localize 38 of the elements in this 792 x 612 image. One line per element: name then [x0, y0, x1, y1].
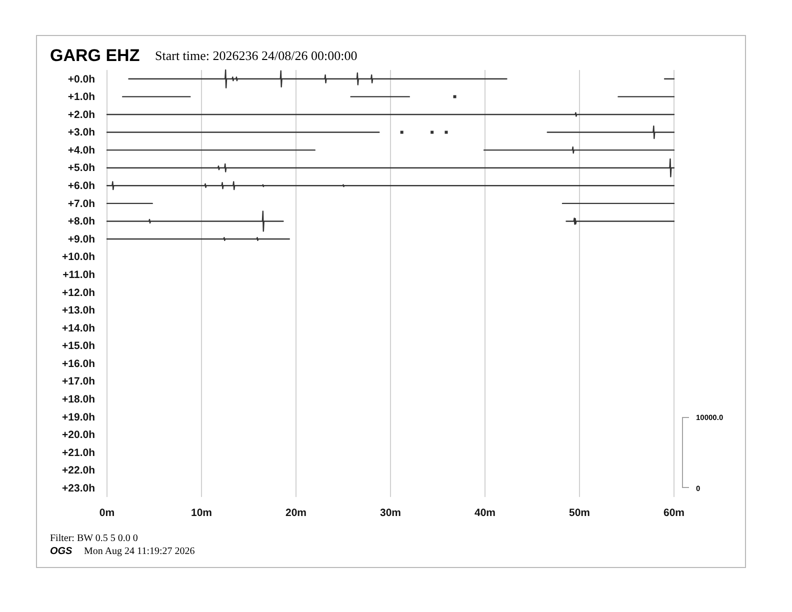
y-tick-label: +9.0h: [68, 233, 95, 246]
y-tick-label: +20.0h: [62, 429, 95, 442]
y-tick-label: +10.0h: [62, 251, 95, 264]
text: Filter: BW 0.5 5 0.0 0: [50, 533, 138, 544]
y-tick-label: +12.0h: [62, 286, 95, 299]
y-tick-label: +6.0h: [68, 180, 95, 192]
y-tick-label: +23.0h: [62, 482, 95, 494]
y-tick-label: +3.0h: [68, 126, 95, 139]
line-series: [106, 181, 675, 190]
y-tick-label: +16.0h: [62, 358, 95, 370]
x-tick-label: 60m: [663, 507, 685, 519]
y-tick-label: +7.0h: [68, 198, 95, 210]
x-tick-label: 50m: [568, 507, 590, 519]
y-tick-label: +17.0h: [62, 376, 95, 388]
y-tick-label: +22.0h: [62, 464, 95, 477]
x-tick-label: 20m: [285, 507, 307, 519]
y-tick-label: +8.0h: [68, 216, 95, 228]
y-tick-label: +13.0h: [62, 304, 95, 317]
y-tick-label: +0.0h: [68, 73, 95, 86]
y-tick-label: +5.0h: [68, 162, 95, 174]
x-tick-label: 40m: [474, 507, 496, 519]
text: OGS: [50, 546, 73, 557]
chart-title: GARG EHZ: [50, 46, 140, 65]
y-tick-label: +2.0h: [68, 108, 95, 121]
y-tick-label: +21.0h: [62, 446, 95, 459]
y-tick-label: +1.0h: [68, 91, 95, 104]
chart-subtitle: Start time: 2026236 24/08/26 00:00:00: [155, 48, 358, 63]
y-tick-label: +18.0h: [62, 394, 95, 406]
y-tick-label: +19.0h: [62, 411, 95, 424]
y-tick-label: +15.0h: [62, 340, 95, 352]
x-tick-label: 30m: [380, 507, 402, 519]
text: Mon Aug 24 11:19:27 2026: [84, 546, 195, 557]
x-tick-label: 10m: [190, 507, 212, 519]
y-tick-label: +11.0h: [62, 268, 95, 281]
y-tick-label: +4.0h: [68, 144, 95, 156]
y-tick-label: +14.0h: [62, 322, 95, 334]
x-tick-label: 0m: [99, 507, 115, 519]
line-series: [106, 158, 675, 178]
